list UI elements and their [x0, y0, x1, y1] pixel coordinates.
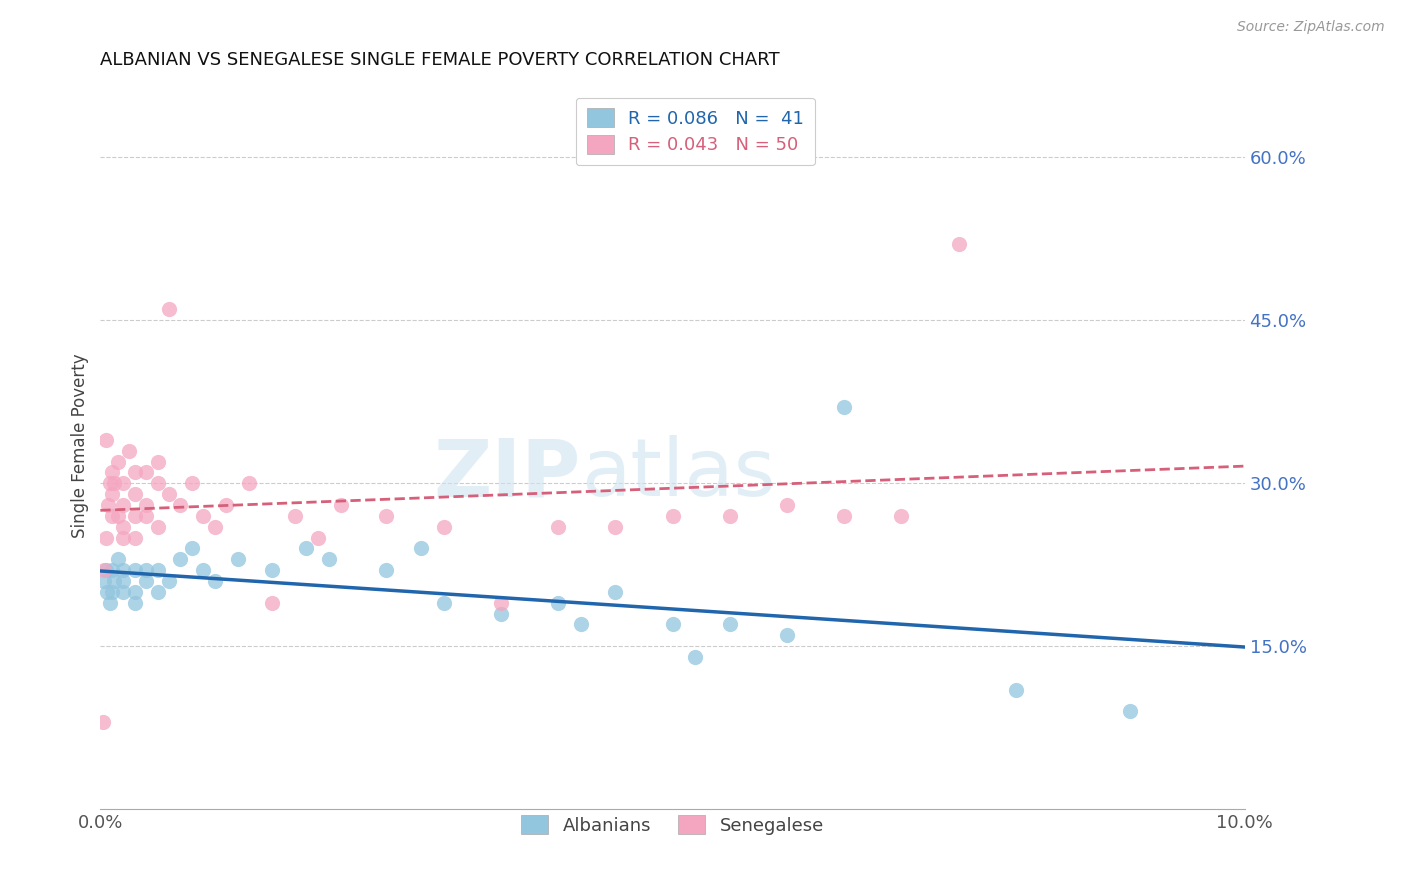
Point	[193, 508, 215, 523]
Point	[97, 498, 120, 512]
Point	[91, 715, 114, 730]
Point	[318, 552, 340, 566]
Point	[433, 519, 456, 533]
Point	[135, 498, 157, 512]
Point	[307, 531, 329, 545]
Point	[157, 302, 180, 317]
Point	[112, 531, 135, 545]
Point	[101, 585, 124, 599]
Legend: Albanians, Senegalese: Albanians, Senegalese	[512, 806, 832, 844]
Point	[948, 237, 970, 252]
Point	[215, 498, 238, 512]
Point	[776, 628, 799, 642]
Point	[135, 466, 157, 480]
Point	[135, 563, 157, 577]
Point	[832, 401, 855, 415]
Point	[135, 508, 157, 523]
Point	[124, 531, 146, 545]
Point	[112, 519, 135, 533]
Point	[1004, 682, 1026, 697]
Point	[101, 508, 124, 523]
Point	[605, 585, 627, 599]
Point	[93, 574, 115, 588]
Text: Source: ZipAtlas.com: Source: ZipAtlas.com	[1237, 20, 1385, 34]
Point	[776, 498, 799, 512]
Point	[101, 466, 124, 480]
Point	[124, 596, 146, 610]
Point	[146, 519, 169, 533]
Point	[107, 508, 129, 523]
Point	[375, 563, 398, 577]
Point	[96, 585, 118, 599]
Point	[204, 574, 226, 588]
Point	[146, 476, 169, 491]
Point	[124, 508, 146, 523]
Point	[605, 519, 627, 533]
Point	[124, 487, 146, 501]
Point	[146, 585, 169, 599]
Point	[103, 574, 125, 588]
Point	[238, 476, 260, 491]
Point	[489, 596, 512, 610]
Point	[284, 508, 307, 523]
Point	[329, 498, 352, 512]
Point	[169, 498, 191, 512]
Point	[226, 552, 249, 566]
Point	[146, 454, 169, 468]
Y-axis label: Single Female Poverty: Single Female Poverty	[72, 353, 89, 538]
Point	[661, 617, 683, 632]
Point	[295, 541, 318, 556]
Point	[107, 454, 129, 468]
Point	[101, 563, 124, 577]
Point	[718, 508, 741, 523]
Point	[112, 574, 135, 588]
Point	[112, 585, 135, 599]
Text: ZIP: ZIP	[433, 435, 581, 514]
Point	[94, 433, 117, 447]
Point	[101, 487, 124, 501]
Point	[94, 531, 117, 545]
Point	[180, 476, 202, 491]
Point	[204, 519, 226, 533]
Point	[433, 596, 456, 610]
Point	[260, 596, 283, 610]
Point	[157, 487, 180, 501]
Point	[118, 443, 141, 458]
Point	[193, 563, 215, 577]
Point	[1119, 705, 1142, 719]
Point	[98, 476, 121, 491]
Point	[94, 563, 117, 577]
Point	[112, 563, 135, 577]
Point	[124, 466, 146, 480]
Point	[832, 508, 855, 523]
Text: ALBANIAN VS SENEGALESE SINGLE FEMALE POVERTY CORRELATION CHART: ALBANIAN VS SENEGALESE SINGLE FEMALE POV…	[100, 51, 780, 69]
Point	[124, 563, 146, 577]
Point	[375, 508, 398, 523]
Point	[260, 563, 283, 577]
Point	[409, 541, 432, 556]
Point	[103, 476, 125, 491]
Point	[685, 650, 707, 665]
Point	[112, 498, 135, 512]
Point	[547, 596, 569, 610]
Point	[169, 552, 191, 566]
Point	[98, 596, 121, 610]
Point	[890, 508, 912, 523]
Point	[180, 541, 202, 556]
Point	[157, 574, 180, 588]
Point	[135, 574, 157, 588]
Point	[146, 563, 169, 577]
Point	[93, 563, 115, 577]
Point	[124, 585, 146, 599]
Point	[661, 508, 683, 523]
Text: atlas: atlas	[581, 435, 775, 514]
Point	[107, 552, 129, 566]
Point	[569, 617, 592, 632]
Point	[489, 607, 512, 621]
Point	[112, 476, 135, 491]
Point	[547, 519, 569, 533]
Point	[718, 617, 741, 632]
